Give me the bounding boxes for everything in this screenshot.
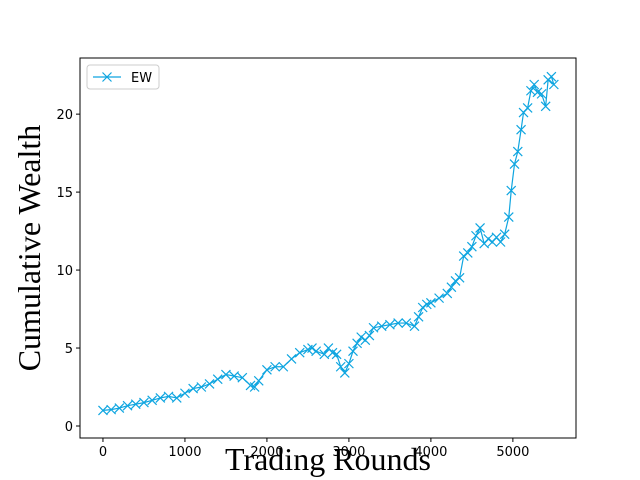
data-point — [548, 79, 559, 90]
data-point — [249, 382, 260, 392]
data-point — [286, 354, 297, 364]
y-tick-label: 0 — [65, 420, 73, 435]
data-point — [229, 371, 240, 382]
data-point — [454, 272, 465, 283]
data-point — [180, 388, 190, 399]
y-tick-label: 15 — [56, 186, 73, 201]
data-point — [506, 185, 517, 196]
data-point — [466, 241, 477, 252]
data-point — [343, 358, 354, 369]
y-tick-label: 5 — [65, 342, 73, 357]
data-point — [163, 391, 174, 402]
data-point — [114, 403, 125, 413]
series-line — [102, 75, 555, 411]
x-axis-label: Trading Rounds — [225, 441, 431, 477]
legend-box — [86, 64, 160, 90]
data-point — [393, 318, 404, 329]
data-point — [546, 71, 557, 82]
data-point — [540, 101, 551, 112]
data-point — [98, 405, 108, 416]
data-point — [525, 85, 536, 96]
data-point — [253, 375, 264, 386]
data-point — [522, 102, 533, 113]
data-point — [471, 230, 481, 241]
data-point — [483, 233, 494, 244]
x-tick-label: 3000 — [332, 445, 365, 460]
data-point — [130, 399, 141, 410]
data-point — [512, 146, 523, 157]
y-tick-label: 20 — [56, 108, 73, 123]
data-point — [446, 282, 457, 293]
data-point — [503, 212, 514, 222]
data-point — [335, 361, 346, 372]
data-point — [536, 88, 547, 99]
legend-marker — [102, 72, 112, 82]
data-point — [509, 159, 520, 169]
data-point — [122, 400, 133, 411]
x-tick-label: 2000 — [250, 445, 283, 460]
data-point — [261, 364, 272, 375]
data-point — [196, 382, 207, 392]
y-tick-label: 10 — [56, 264, 73, 279]
data-point — [278, 361, 289, 372]
data-point — [319, 349, 330, 360]
data-point — [147, 395, 158, 406]
data-point — [499, 229, 510, 240]
data-point — [368, 322, 379, 333]
data-point — [495, 237, 506, 247]
data-point — [155, 393, 166, 403]
x-tick-label: 0 — [99, 445, 107, 460]
data-point — [171, 393, 182, 403]
x-tick-label: 1000 — [168, 445, 201, 460]
plot-frame — [79, 57, 577, 439]
y-axis-label: Cumulative Wealth — [11, 125, 47, 372]
data-point — [307, 343, 317, 353]
data-point — [462, 247, 473, 258]
data-point — [294, 347, 305, 358]
data-point — [356, 332, 367, 343]
data-point — [434, 293, 445, 304]
data-point — [204, 378, 215, 389]
x-tick-label: 4000 — [414, 445, 447, 460]
data-point — [417, 302, 428, 313]
data-point — [106, 404, 117, 415]
data-point — [475, 223, 486, 233]
data-point — [139, 397, 149, 408]
data-point — [376, 321, 387, 332]
data-point — [401, 318, 412, 329]
data-point — [516, 124, 526, 135]
data-point — [188, 383, 199, 394]
data-point — [442, 288, 453, 299]
x-tick-label: 5000 — [496, 445, 529, 460]
data-point — [364, 330, 375, 341]
data-point — [331, 349, 342, 360]
data-point — [384, 319, 395, 330]
data-point — [339, 368, 350, 378]
data-point — [311, 346, 322, 357]
data-point — [352, 338, 363, 349]
data-point — [212, 374, 223, 385]
data-point — [425, 297, 436, 308]
legend-label: EW — [131, 71, 152, 86]
data-point — [237, 372, 248, 383]
data-point — [221, 369, 231, 380]
data-point — [450, 276, 461, 286]
data-point — [409, 321, 420, 332]
data-point — [413, 311, 424, 322]
data-point — [458, 251, 469, 261]
data-point — [348, 346, 358, 357]
data-point — [529, 79, 540, 90]
data-point — [270, 361, 281, 372]
